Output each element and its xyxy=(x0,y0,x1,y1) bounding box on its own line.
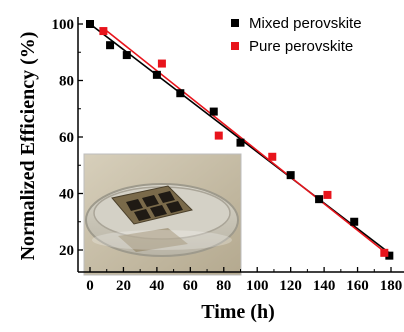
fit-line-series-1 xyxy=(102,27,389,255)
data-point-series-0 xyxy=(350,217,359,226)
x-tick-label: 140 xyxy=(313,278,336,294)
data-point-series-0 xyxy=(176,89,185,98)
data-point-series-1 xyxy=(268,152,277,161)
inset-photo xyxy=(83,153,242,276)
axis-ticks: 0 20 40 60 80 100 120 140 160 180 20 40 60 80 100 xyxy=(52,17,403,294)
legend: Mixed perovskite Pure perovskite xyxy=(231,15,362,55)
data-point-series-0 xyxy=(86,20,94,28)
x-tick-label: 100 xyxy=(246,278,269,294)
x-tick-label: 0 xyxy=(86,278,94,294)
x-tick-label: 80 xyxy=(216,278,231,294)
x-tick-label: 180 xyxy=(380,278,403,294)
data-point-series-0 xyxy=(209,107,218,116)
y-tick-label: 80 xyxy=(59,74,74,90)
x-tick-label: 120 xyxy=(279,278,302,294)
y-tick-label: 100 xyxy=(52,17,75,33)
x-tick-label: 40 xyxy=(149,278,164,294)
x-axis-title: Time (h) xyxy=(201,301,275,323)
x-tick-label: 20 xyxy=(116,278,131,294)
legend-marker-mixed xyxy=(231,19,239,27)
y-axis-title: Normalized Efficiency (%) xyxy=(17,32,39,261)
data-point-series-0 xyxy=(106,41,115,50)
y-tick-label: 20 xyxy=(59,243,74,259)
data-points xyxy=(86,20,394,260)
data-point-series-1 xyxy=(99,27,108,36)
data-point-series-0 xyxy=(236,138,245,147)
legend-marker-pure xyxy=(231,42,239,50)
legend-label-mixed: Mixed perovskite xyxy=(249,15,362,32)
y-tick-label: 40 xyxy=(59,187,74,203)
data-point-series-1 xyxy=(157,59,166,68)
data-point-series-0 xyxy=(315,195,324,204)
legend-label-pure: Pure perovskite xyxy=(249,38,353,55)
data-point-series-0 xyxy=(122,51,131,60)
data-point-series-1 xyxy=(380,248,389,257)
data-point-series-1 xyxy=(323,190,332,199)
data-point-series-0 xyxy=(152,70,161,79)
data-point-series-1 xyxy=(214,131,223,140)
data-point-series-0 xyxy=(385,251,394,260)
x-tick-label: 60 xyxy=(183,278,198,294)
x-tick-label: 160 xyxy=(346,278,369,294)
y-tick-label: 60 xyxy=(59,130,74,146)
data-point-series-0 xyxy=(286,171,295,180)
